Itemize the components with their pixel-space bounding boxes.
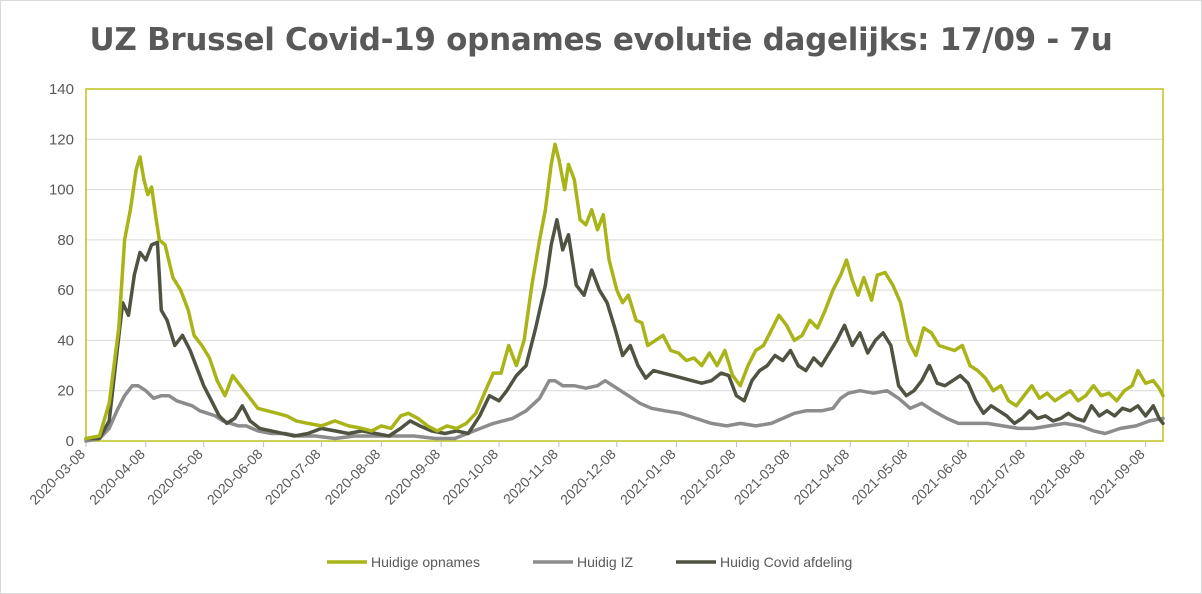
legend-label: Huidige opnames [371,554,480,570]
x-tick-label: 2021-04-08 [790,446,852,508]
x-tick-label: 2020-12-08 [557,446,619,508]
x-tick-label: 2021-09-08 [1086,446,1148,508]
x-tick-label: 2021-01-08 [617,446,679,508]
y-tick-label: 120 [49,131,74,148]
series-line-huidige-opnames [84,142,1165,441]
x-tick-label: 2021-03-08 [731,446,793,508]
x-tick-label: 2020-03-08 [26,446,88,508]
y-tick-label: 60 [57,282,74,299]
x-tick-label: 2021-07-08 [966,446,1028,508]
x-tick-label: 2020-05-08 [144,446,206,508]
x-tick-label: 2021-02-08 [677,446,739,508]
series-line-huidig-iz [84,378,1165,443]
y-tick-label: 0 [66,433,74,450]
legend-label: Huidig Covid afdeling [720,554,852,570]
x-tick-label: 2020-10-08 [439,446,501,508]
x-tick-label: 2020-06-08 [204,446,266,508]
x-tick-label: 2021-08-08 [1026,446,1088,508]
y-tick-label: 80 [57,232,74,249]
legend-label: Huidig IZ [577,554,633,570]
chart-title: UZ Brussel Covid-19 opnames evolutie dag… [89,22,1113,58]
series-line-huidig-covid-afdeling [84,217,1165,441]
x-tick-label: 2021-05-08 [848,446,910,508]
y-tick-label: 40 [57,332,74,349]
x-tick-label: 2020-08-08 [321,446,383,508]
plot-area-border [85,88,1164,442]
y-tick-label: 100 [49,182,74,199]
x-tick-label: 2020-04-08 [86,446,148,508]
x-tick-label: 2020-07-08 [262,446,324,508]
x-tick-label: 2020-11-08 [500,446,561,507]
y-tick-label: 20 [57,383,74,400]
x-tick-label: 2021-06-08 [908,446,970,508]
y-tick-label: 140 [49,81,74,98]
x-tick-label: 2020-09-08 [381,446,443,508]
